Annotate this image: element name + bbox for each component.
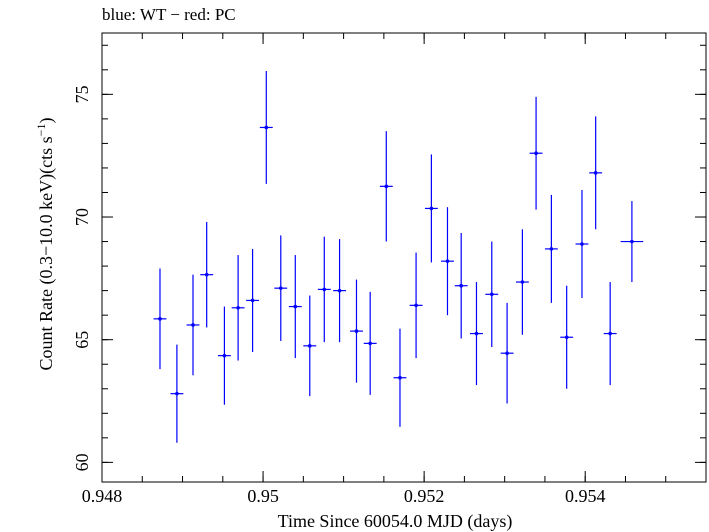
point-marker (474, 331, 479, 336)
data-point (303, 295, 317, 397)
point-marker (593, 171, 598, 175)
point-marker (534, 151, 538, 156)
data-point (560, 285, 574, 389)
data-point (603, 282, 617, 386)
point-marker (307, 344, 312, 348)
data-point (620, 201, 644, 283)
data-point (217, 306, 231, 405)
y-axis-title: Count Rate (0.3−10.0 keV)(cts s−1) (34, 118, 57, 371)
data-point (485, 241, 499, 348)
data-point (589, 116, 603, 230)
y-axis-title-superscript: −1 (34, 124, 48, 137)
point-marker (505, 351, 509, 355)
plot-frame (101, 32, 707, 483)
data-point (454, 232, 468, 339)
point-marker (236, 305, 240, 310)
data-point (529, 96, 543, 210)
point-marker (580, 242, 584, 246)
point-marker (608, 331, 612, 336)
data-point (424, 154, 438, 263)
data-point (393, 328, 407, 427)
x-tick-label: 0.954 (565, 486, 606, 506)
chart-header-title: blue: WT − red: PC (102, 5, 236, 24)
data-point (259, 71, 273, 184)
data-point (350, 279, 363, 383)
data-point (500, 302, 514, 404)
x-axis-title: Time Since 60054.0 MJD (days) (278, 511, 513, 532)
point-marker (158, 317, 162, 321)
point-marker (250, 298, 255, 303)
plot-frame-rect (101, 32, 707, 483)
point-marker (549, 247, 554, 251)
point-marker (204, 272, 209, 277)
data-point (186, 274, 200, 376)
point-marker (630, 239, 634, 244)
y-tick-label: 70 (72, 208, 92, 226)
point-marker (520, 280, 525, 284)
axis-ticks (101, 33, 707, 482)
y-tick-label: 75 (72, 85, 92, 103)
x-tick-label: 0.952 (404, 486, 445, 506)
point-marker (429, 206, 434, 211)
point-marker (445, 259, 450, 263)
point-marker (264, 125, 269, 130)
point-marker (398, 375, 402, 380)
data-point (515, 229, 529, 335)
y-tick-label: 65 (72, 331, 92, 349)
point-marker (459, 283, 463, 288)
point-marker (414, 303, 418, 308)
data-point (363, 291, 377, 395)
data-point (441, 207, 454, 316)
y-axis-title-end: ) (36, 118, 57, 124)
point-marker (489, 292, 494, 297)
point-marker (564, 335, 569, 340)
point-marker (384, 184, 389, 189)
point-marker (175, 391, 179, 396)
data-point (317, 236, 331, 343)
point-marker (322, 287, 327, 292)
data-point (274, 235, 288, 341)
data-point (288, 255, 302, 359)
data-point (575, 190, 589, 298)
point-marker (354, 329, 359, 333)
point-marker (368, 341, 372, 346)
point-marker (337, 288, 342, 293)
data-point (200, 221, 214, 328)
data-point (231, 255, 245, 361)
data-point (333, 239, 347, 343)
y-tick-label: 60 (72, 453, 92, 471)
data-points (153, 71, 644, 443)
data-point (153, 268, 167, 370)
point-marker (222, 353, 227, 358)
data-point (246, 248, 260, 352)
data-point (409, 252, 423, 359)
point-marker (293, 304, 298, 309)
data-point (379, 131, 393, 242)
data-point (170, 344, 184, 443)
axis-tick-labels: 0.948 0.95 0.952 0.954 60 65 70 75 (72, 85, 605, 506)
x-tick-label: 0.95 (247, 486, 279, 506)
point-marker (278, 286, 283, 290)
point-marker (191, 323, 195, 327)
y-axis-title-main: Count Rate (0.3−10.0 keV)(cts s (36, 136, 57, 370)
x-tick-label: 0.948 (82, 486, 123, 506)
data-point (544, 194, 558, 303)
data-point (470, 282, 483, 386)
